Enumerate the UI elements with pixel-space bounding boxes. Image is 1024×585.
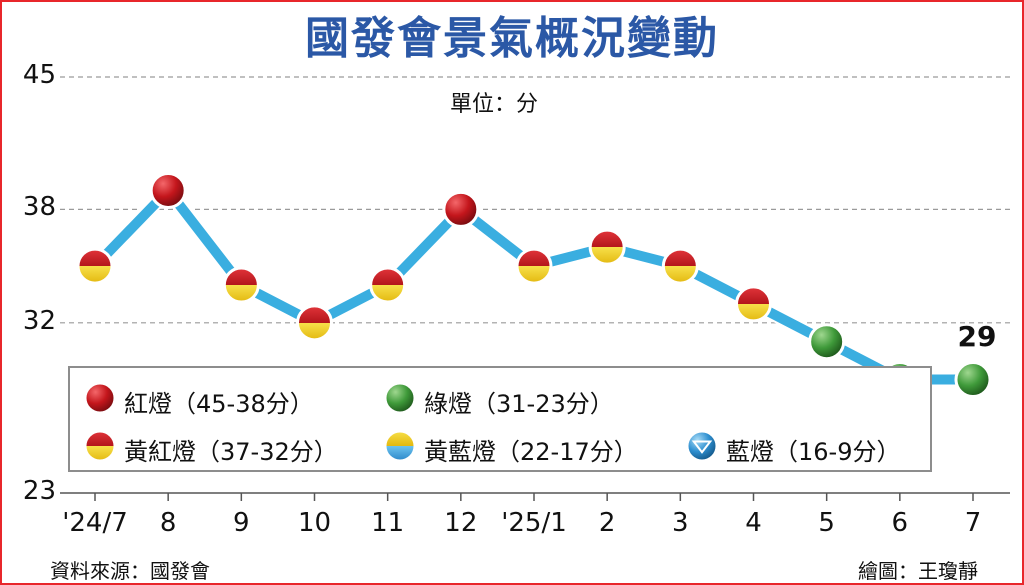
y-tick-label: 23 (22, 476, 56, 506)
data-point (76, 247, 114, 285)
data-point (369, 266, 407, 304)
chart-title: 國發會景氣概況變動 (305, 13, 719, 64)
last-value-label: 29 (957, 320, 997, 353)
gridlines (60, 76, 1010, 324)
data-point (661, 247, 699, 285)
data-point (222, 266, 260, 304)
x-tick-label: '25/1 (501, 508, 567, 538)
data-point (149, 171, 187, 209)
legend-swatch (383, 381, 417, 415)
data-point (442, 190, 480, 228)
down-triangle-icon (691, 440, 713, 454)
legend-label-red-yellow: 黃紅燈（37-32分） (124, 437, 338, 466)
x-tick-label: 6 (891, 508, 909, 538)
legend-label-red: 紅燈（45-38分） (124, 389, 314, 418)
credit-note: 繪圖：王瓊靜 (858, 559, 978, 583)
data-point (954, 361, 992, 399)
legend: 紅燈（45-38分） 綠燈（31-23分） 黃紅燈（37-32分） 黃藍燈（22… (68, 366, 932, 472)
legend-swatch (83, 429, 117, 463)
legend-label-yellow-blue: 黃藍燈（22-17分） (424, 437, 638, 466)
x-tick-label: 3 (672, 508, 689, 538)
legend-item-blue: 藍燈（16-9分） (684, 428, 900, 470)
x-tick-label: 2 (598, 508, 616, 538)
y-tick-label: 45 (22, 60, 56, 90)
data-point (296, 304, 333, 342)
x-tick-label: 11 (371, 508, 405, 538)
x-tick-label: 5 (818, 508, 835, 538)
x-tick-label: 10 (297, 508, 332, 538)
legend-label-green: 綠燈（31-23分） (424, 389, 614, 418)
legend-item-red: 紅燈（45-38分） (82, 380, 314, 422)
data-point (808, 323, 846, 361)
data-point (515, 247, 553, 285)
x-tick-label: 7 (964, 508, 982, 538)
x-tick-label: '24/7 (62, 508, 128, 538)
data-point (735, 285, 772, 323)
legend-item-green: 綠燈（31-23分） (382, 380, 614, 422)
x-tick-label: 8 (159, 508, 177, 538)
legend-label-blue: 藍燈（16-9分） (726, 437, 901, 466)
legend-item-yellow-blue: 黃藍燈（22-17分） (382, 428, 638, 470)
red-yellow-light-icon (82, 428, 124, 470)
red-light-icon (82, 380, 124, 422)
legend-item-red-yellow: 黃紅燈（37-32分） (82, 428, 338, 470)
data-point (588, 228, 626, 266)
unit-label: 單位：分 (450, 92, 539, 117)
y-tick-label: 38 (22, 192, 56, 223)
green-light-icon (382, 380, 424, 422)
blue-light-icon (684, 428, 726, 470)
source-note: 資料來源：國發會 (50, 559, 210, 583)
x-axis (60, 492, 1010, 501)
legend-swatch (83, 381, 117, 415)
x-tick-label: 4 (745, 508, 762, 538)
yellow-blue-light-icon (382, 428, 424, 470)
y-tick-label: 32 (22, 305, 56, 336)
legend-swatch (685, 429, 719, 463)
legend-swatch (383, 429, 417, 463)
x-tick-label: 9 (233, 508, 250, 538)
x-tick-label: 12 (444, 508, 478, 538)
